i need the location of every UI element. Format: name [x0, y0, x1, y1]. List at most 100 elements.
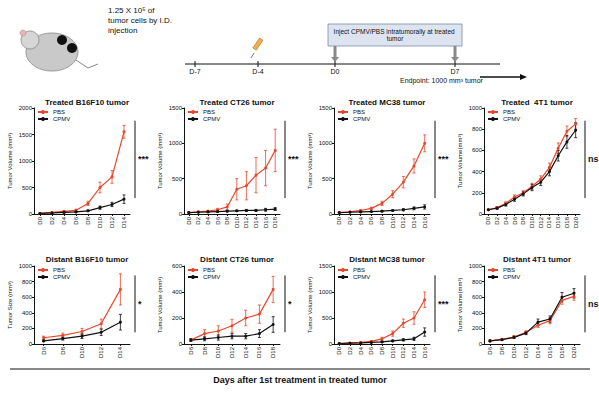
svg-text:PBS: PBS — [203, 267, 215, 273]
svg-text:0: 0 — [479, 211, 483, 217]
svg-text:D12: D12 — [400, 346, 406, 358]
svg-text:2000: 2000 — [19, 105, 33, 111]
svg-text:D2: D2 — [347, 216, 353, 224]
svg-text:1000: 1000 — [319, 140, 333, 146]
svg-text:D12: D12 — [400, 216, 406, 228]
svg-text:1500: 1500 — [319, 105, 333, 111]
svg-text:800: 800 — [22, 279, 33, 285]
svg-text:*: * — [138, 299, 142, 309]
svg-text:Distant MC38 tumor: Distant MC38 tumor — [349, 255, 425, 264]
svg-text:D6: D6 — [215, 216, 221, 224]
svg-text:Tumor Volume (mm³): Tumor Volume (mm³) — [307, 133, 313, 189]
svg-text:tumor: tumor — [387, 35, 404, 42]
svg-text:D18: D18 — [272, 216, 278, 228]
svg-text:400: 400 — [172, 289, 183, 295]
svg-text:Tumor Volume(mm³): Tumor Volume(mm³) — [457, 134, 463, 189]
svg-text:D6: D6 — [188, 346, 194, 354]
svg-text:D14: D14 — [411, 216, 417, 228]
svg-text:ns: ns — [588, 299, 599, 309]
svg-text:D10: D10 — [215, 346, 221, 358]
svg-text:D20: D20 — [571, 346, 577, 358]
svg-text:tumor cells by I.D.: tumor cells by I.D. — [108, 16, 172, 25]
svg-text:Treated B16F10 tumor: Treated B16F10 tumor — [45, 98, 129, 107]
svg-text:D8: D8 — [60, 346, 66, 354]
svg-text:Distant 4T1 tumor: Distant 4T1 tumor — [503, 255, 571, 264]
svg-text:***: *** — [438, 299, 449, 309]
svg-text:500: 500 — [22, 185, 33, 191]
svg-text:500: 500 — [172, 176, 183, 182]
svg-text:D6: D6 — [368, 216, 374, 224]
svg-text:CPMV: CPMV — [203, 274, 220, 280]
svg-text:D6: D6 — [487, 346, 493, 354]
svg-text:D8: D8 — [520, 216, 526, 224]
svg-text:200: 200 — [472, 325, 483, 331]
svg-text:D12: D12 — [538, 216, 544, 228]
svg-text:D12: D12 — [523, 346, 529, 358]
svg-text:D16: D16 — [422, 216, 428, 228]
svg-text:D16: D16 — [263, 216, 269, 228]
svg-text:PBS: PBS — [353, 109, 365, 115]
svg-text:500: 500 — [322, 315, 333, 321]
svg-text:D16: D16 — [555, 216, 561, 228]
svg-text:D0: D0 — [485, 216, 491, 224]
svg-text:200: 200 — [472, 190, 483, 196]
svg-text:D14: D14 — [253, 216, 259, 228]
svg-text:CPMV: CPMV — [53, 274, 70, 280]
svg-text:D7: D7 — [451, 68, 460, 75]
svg-text:D4: D4 — [503, 216, 509, 224]
svg-text:Distant CT26 tumor: Distant CT26 tumor — [200, 255, 274, 264]
svg-text:D14: D14 — [546, 216, 552, 228]
svg-text:CPMV: CPMV — [503, 116, 520, 122]
svg-text:D12: D12 — [98, 346, 104, 358]
svg-text:1000: 1000 — [169, 140, 183, 146]
svg-text:D0: D0 — [331, 68, 340, 75]
svg-text:***: *** — [138, 154, 149, 164]
svg-text:D16: D16 — [422, 346, 428, 358]
svg-text:D6: D6 — [368, 346, 374, 354]
svg-text:Tumor Volume (mm³): Tumor Volume (mm³) — [157, 133, 163, 189]
svg-text:Treated CT26 tumor: Treated CT26 tumor — [199, 98, 274, 107]
svg-text:0: 0 — [479, 341, 483, 347]
svg-text:D8: D8 — [379, 216, 385, 224]
svg-text:1000: 1000 — [319, 289, 333, 295]
svg-text:D0: D0 — [186, 216, 192, 224]
svg-text:Distant B16F10 tumor: Distant B16F10 tumor — [46, 255, 129, 264]
svg-text:1000: 1000 — [469, 105, 483, 111]
svg-text:Tumor Volume (mm³): Tumor Volume (mm³) — [157, 277, 163, 333]
svg-text:D18: D18 — [270, 346, 276, 358]
svg-text:D4: D4 — [205, 216, 211, 224]
svg-text:D14: D14 — [243, 346, 249, 358]
svg-text:1500: 1500 — [319, 263, 333, 269]
svg-text:D20: D20 — [573, 216, 579, 228]
svg-text:D10: D10 — [390, 346, 396, 358]
svg-text:PBS: PBS — [53, 267, 65, 273]
svg-text:Tumor Volume (mm³): Tumor Volume (mm³) — [307, 277, 313, 333]
svg-text:800: 800 — [472, 279, 483, 285]
svg-text:D12: D12 — [109, 216, 115, 228]
svg-text:D6: D6 — [41, 346, 47, 354]
svg-text:0: 0 — [179, 341, 183, 347]
svg-text:D8: D8 — [202, 346, 208, 354]
svg-text:0: 0 — [179, 211, 183, 217]
svg-text:1.25 X 10⁵ of: 1.25 X 10⁵ of — [108, 6, 155, 15]
svg-text:D0: D0 — [336, 346, 342, 354]
svg-text:CPMV: CPMV — [53, 116, 70, 122]
svg-text:injection: injection — [108, 26, 137, 35]
svg-text:D2: D2 — [49, 216, 55, 224]
svg-text:D10: D10 — [511, 346, 517, 358]
svg-text:PBS: PBS — [503, 267, 515, 273]
svg-text:600: 600 — [172, 263, 183, 269]
svg-text:D10: D10 — [97, 216, 103, 228]
svg-text:D18: D18 — [564, 216, 570, 228]
svg-text:Tumor Volume(mm³): Tumor Volume(mm³) — [457, 278, 463, 333]
svg-text:D4: D4 — [358, 216, 364, 224]
svg-text:PBS: PBS — [203, 109, 215, 115]
svg-text:D10: D10 — [79, 346, 85, 358]
svg-text:D6: D6 — [73, 216, 79, 224]
svg-text:***: *** — [438, 154, 449, 164]
svg-text:D0: D0 — [37, 216, 43, 224]
svg-text:D2: D2 — [347, 346, 353, 354]
svg-text:D8: D8 — [85, 216, 91, 224]
svg-text:200: 200 — [172, 315, 183, 321]
svg-text:600: 600 — [22, 294, 33, 300]
